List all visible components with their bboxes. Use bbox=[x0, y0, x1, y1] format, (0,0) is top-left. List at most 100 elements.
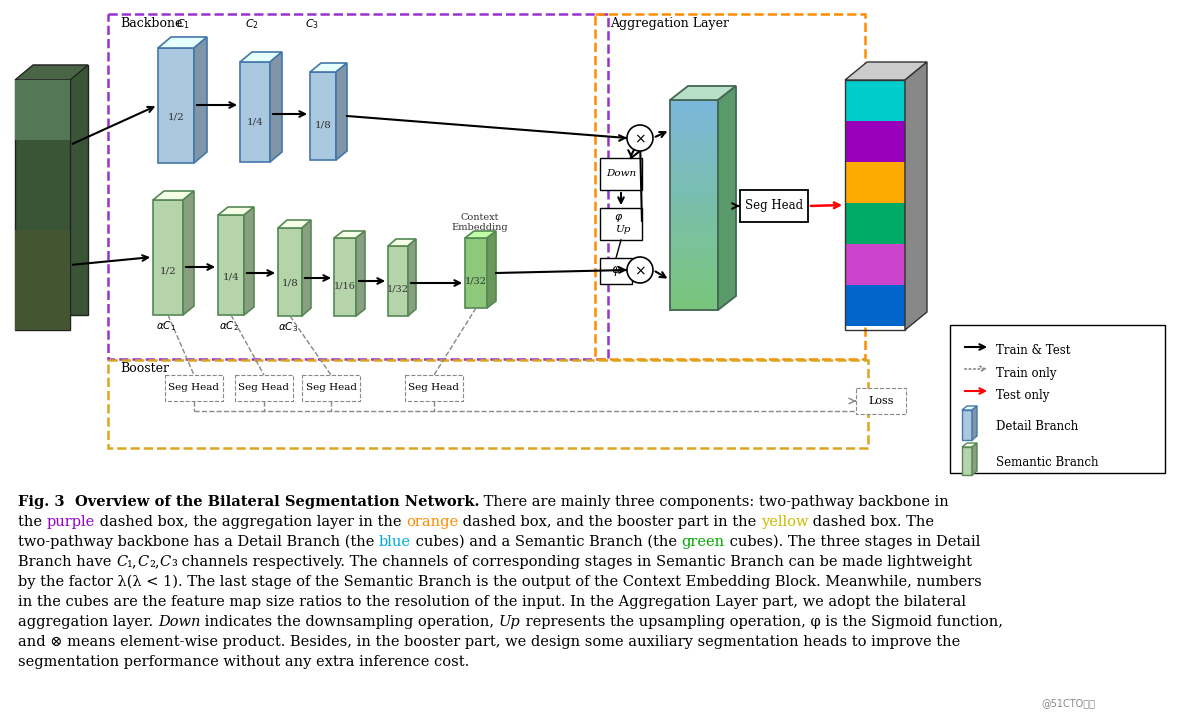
Polygon shape bbox=[157, 48, 194, 163]
Text: represents the upsampling operation, φ is the Sigmoid function,: represents the upsampling operation, φ i… bbox=[521, 615, 1003, 629]
Text: C: C bbox=[137, 555, 149, 569]
Polygon shape bbox=[465, 231, 496, 238]
Polygon shape bbox=[33, 65, 88, 315]
Polygon shape bbox=[845, 203, 905, 244]
Polygon shape bbox=[670, 299, 718, 311]
Polygon shape bbox=[670, 215, 718, 227]
Polygon shape bbox=[845, 162, 905, 203]
Text: the: the bbox=[18, 515, 46, 529]
Polygon shape bbox=[670, 268, 718, 279]
Polygon shape bbox=[961, 406, 977, 410]
Text: ₃: ₃ bbox=[170, 555, 176, 569]
Polygon shape bbox=[670, 131, 718, 143]
Polygon shape bbox=[15, 65, 88, 80]
Text: Train & Test: Train & Test bbox=[996, 345, 1070, 358]
Polygon shape bbox=[670, 279, 718, 290]
Polygon shape bbox=[670, 163, 718, 174]
Polygon shape bbox=[184, 191, 194, 315]
Text: Seg Head: Seg Head bbox=[168, 383, 219, 393]
Text: aggregation layer.: aggregation layer. bbox=[18, 615, 157, 629]
Text: There are mainly three components: two-pathway backbone in: There are mainly three components: two-p… bbox=[480, 495, 950, 509]
Text: Train only: Train only bbox=[996, 366, 1056, 380]
Polygon shape bbox=[15, 230, 70, 330]
Polygon shape bbox=[670, 184, 718, 195]
Polygon shape bbox=[961, 443, 977, 447]
Polygon shape bbox=[153, 191, 194, 200]
Text: cubes). The three stages in Detail: cubes). The three stages in Detail bbox=[725, 535, 980, 549]
Polygon shape bbox=[408, 239, 416, 316]
Polygon shape bbox=[388, 239, 416, 246]
Polygon shape bbox=[240, 62, 270, 162]
Polygon shape bbox=[336, 63, 347, 160]
Polygon shape bbox=[302, 220, 311, 316]
Text: $\alpha C_1$: $\alpha C_1$ bbox=[156, 319, 176, 333]
Text: Loss: Loss bbox=[868, 396, 894, 406]
Polygon shape bbox=[334, 231, 365, 238]
FancyBboxPatch shape bbox=[165, 375, 223, 401]
Text: Seg Head: Seg Head bbox=[745, 200, 803, 213]
Text: 1/4: 1/4 bbox=[246, 118, 263, 126]
Text: and ⊗ means element-wise product. Besides, in the booster part, we design some a: and ⊗ means element-wise product. Beside… bbox=[18, 635, 960, 649]
Polygon shape bbox=[310, 72, 336, 160]
Text: Detail Branch: Detail Branch bbox=[996, 421, 1079, 434]
Polygon shape bbox=[240, 52, 282, 62]
Text: 1/2: 1/2 bbox=[168, 113, 185, 121]
Text: Backbone: Backbone bbox=[120, 17, 182, 30]
Text: 1/8: 1/8 bbox=[315, 121, 332, 129]
Text: 1/16: 1/16 bbox=[334, 282, 356, 291]
FancyBboxPatch shape bbox=[600, 158, 642, 190]
FancyBboxPatch shape bbox=[234, 375, 292, 401]
Text: $C_1$: $C_1$ bbox=[176, 17, 189, 31]
Bar bbox=[950, 325, 1165, 473]
Text: Seg Head: Seg Head bbox=[305, 383, 356, 393]
Polygon shape bbox=[670, 247, 718, 258]
Polygon shape bbox=[845, 244, 905, 285]
Text: Test only: Test only bbox=[996, 388, 1049, 401]
Polygon shape bbox=[270, 52, 282, 162]
Text: Overview of the Bilateral Segmentation Network.: Overview of the Bilateral Segmentation N… bbox=[75, 495, 480, 509]
Text: dashed box, the aggregation layer in the: dashed box, the aggregation layer in the bbox=[95, 515, 406, 529]
FancyBboxPatch shape bbox=[740, 190, 807, 222]
Text: Context: Context bbox=[461, 213, 500, 223]
Polygon shape bbox=[670, 195, 718, 206]
Text: @51CTO博客: @51CTO博客 bbox=[1041, 698, 1095, 708]
Polygon shape bbox=[465, 238, 487, 308]
Text: indicates the downsampling operation,: indicates the downsampling operation, bbox=[200, 615, 498, 629]
Polygon shape bbox=[388, 246, 408, 316]
Polygon shape bbox=[157, 37, 207, 48]
FancyBboxPatch shape bbox=[600, 208, 642, 240]
Text: 1/32: 1/32 bbox=[387, 285, 408, 294]
Text: Embedding: Embedding bbox=[451, 223, 508, 233]
Text: $\varphi$: $\varphi$ bbox=[614, 212, 624, 224]
Polygon shape bbox=[670, 258, 718, 269]
Text: $\alpha C_3$: $\alpha C_3$ bbox=[278, 320, 298, 334]
Text: Seg Head: Seg Head bbox=[408, 383, 459, 393]
Text: by the factor λ(λ < 1). The last stage of the Semantic Branch is the output of t: by the factor λ(λ < 1). The last stage o… bbox=[18, 575, 982, 589]
Text: dashed box. The: dashed box. The bbox=[809, 515, 934, 529]
Polygon shape bbox=[194, 37, 207, 163]
Circle shape bbox=[628, 257, 654, 283]
Polygon shape bbox=[961, 410, 972, 440]
Polygon shape bbox=[218, 215, 244, 315]
Polygon shape bbox=[278, 228, 302, 316]
Polygon shape bbox=[153, 200, 184, 315]
Text: channels respectively. The channels of corresponding stages in Semantic Branch c: channels respectively. The channels of c… bbox=[176, 555, 972, 569]
Text: Semantic Branch: Semantic Branch bbox=[996, 457, 1099, 470]
Polygon shape bbox=[670, 100, 718, 111]
Text: yellow: yellow bbox=[761, 515, 809, 529]
Polygon shape bbox=[972, 406, 977, 440]
Text: Up: Up bbox=[498, 615, 521, 629]
Text: segmentation performance without any extra inference cost.: segmentation performance without any ext… bbox=[18, 655, 469, 669]
FancyBboxPatch shape bbox=[302, 375, 360, 401]
Text: C: C bbox=[116, 555, 127, 569]
Polygon shape bbox=[845, 285, 905, 326]
Text: in the cubes are the feature map size ratios to the resolution of the input. In : in the cubes are the feature map size ra… bbox=[18, 595, 966, 609]
Text: 1/4: 1/4 bbox=[223, 273, 239, 281]
Bar bbox=[108, 360, 868, 448]
Polygon shape bbox=[278, 220, 311, 228]
Polygon shape bbox=[670, 111, 718, 122]
Text: orange: orange bbox=[406, 515, 458, 529]
Text: Down: Down bbox=[606, 169, 636, 179]
Text: Up: Up bbox=[616, 225, 631, 235]
Text: $C_2$: $C_2$ bbox=[245, 17, 259, 31]
